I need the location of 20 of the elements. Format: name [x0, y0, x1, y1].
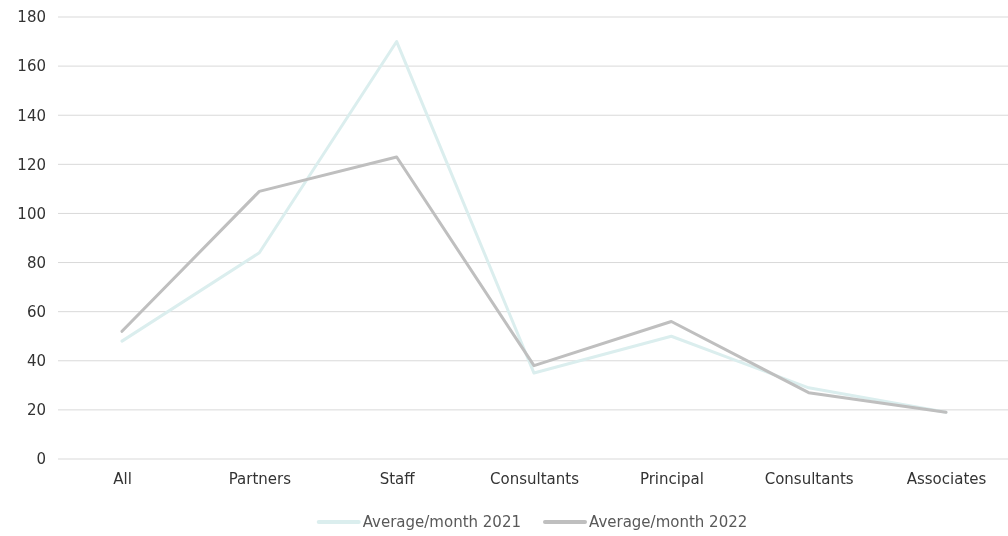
y-tick-label: 20	[26, 401, 46, 420]
y-tick-label: 80	[26, 253, 46, 272]
y-tick-label: 100	[17, 204, 46, 223]
line-series	[120, 155, 948, 414]
y-tick-label: 60	[26, 302, 46, 321]
legend-label: Average/month 2022	[589, 513, 748, 531]
y-tick-label: 180	[17, 8, 46, 27]
y-tick-label: 140	[17, 106, 46, 125]
x-tick-label: Consultants	[764, 469, 854, 488]
x-tick-label: Staff	[379, 469, 416, 488]
y-tick-label: 0	[36, 450, 46, 469]
legend-label: Average/month 2021	[362, 513, 521, 531]
y-tick-label: 40	[26, 352, 46, 371]
x-tick-label: Consultants	[490, 469, 580, 488]
y-tick-label: 160	[17, 57, 46, 76]
y-tick-label: 120	[17, 155, 46, 174]
x-tick-label: Principal	[639, 469, 704, 488]
x-tick-label: All	[113, 469, 132, 488]
x-tick-label: Partners	[228, 469, 292, 488]
x-tick-label: Associates	[906, 469, 987, 488]
